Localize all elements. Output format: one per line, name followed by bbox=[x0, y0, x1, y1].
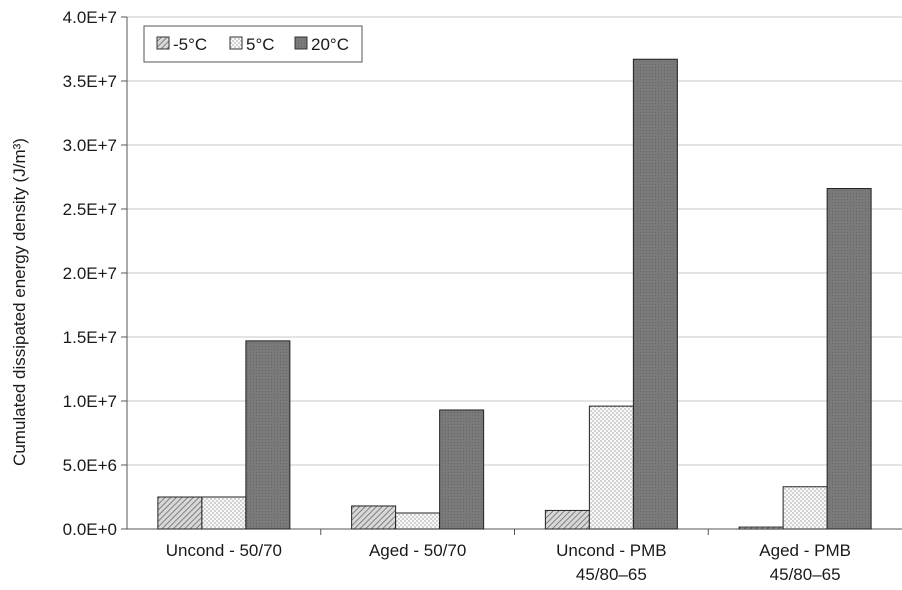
bar bbox=[351, 505, 397, 530]
x-tick-label: Aged - 50/70 bbox=[369, 541, 466, 560]
y-tick-label: 1.0E+7 bbox=[63, 392, 117, 411]
y-tick-label: 3.5E+7 bbox=[63, 72, 117, 91]
y-tick-label: 0.0E+0 bbox=[63, 520, 117, 539]
x-tick-label: Uncond - PMB bbox=[556, 541, 667, 560]
bar bbox=[201, 496, 247, 530]
bar bbox=[782, 486, 828, 530]
bar bbox=[439, 409, 485, 530]
y-tick-label: 1.5E+7 bbox=[63, 328, 117, 347]
y-tick-label: 3.0E+7 bbox=[63, 136, 117, 155]
legend: -5°C 5°C 20°C bbox=[143, 25, 363, 63]
x-tick-label: Uncond - 50/70 bbox=[166, 541, 282, 560]
bars bbox=[157, 58, 872, 530]
y-tick-label: 4.0E+7 bbox=[63, 8, 117, 27]
tick-labels: 0.0E+0 5.0E+6 1.0E+7 1.5E+7 2.0E+7 2.5E+7 3.0E… bbox=[63, 8, 851, 584]
legend-label-minus5c: -5°C bbox=[173, 35, 207, 54]
legend-box bbox=[143, 25, 363, 63]
bar bbox=[632, 58, 678, 530]
axes bbox=[121, 16, 902, 535]
bar bbox=[245, 340, 291, 530]
bar bbox=[738, 526, 784, 530]
bar bbox=[826, 188, 872, 530]
y-axis-title: Cumulated dissipated energy density (J/m… bbox=[10, 138, 29, 466]
bar bbox=[544, 509, 590, 530]
bar bbox=[588, 405, 634, 530]
bar bbox=[157, 496, 203, 530]
x-tick-label: 45/80–65 bbox=[770, 565, 841, 584]
y-tick-label: 2.0E+7 bbox=[63, 264, 117, 283]
gridlines bbox=[127, 16, 902, 466]
y-tick-label: 2.5E+7 bbox=[63, 200, 117, 219]
legend-swatch-minus5c bbox=[156, 36, 170, 50]
x-tick-label: 45/80–65 bbox=[576, 565, 647, 584]
x-tick-label: Aged - PMB bbox=[759, 541, 851, 560]
y-tick-label: 5.0E+6 bbox=[63, 456, 117, 475]
legend-swatch-5c bbox=[229, 36, 243, 50]
legend-label-5c: 5°C bbox=[246, 35, 275, 54]
legend-swatch-20c bbox=[294, 36, 308, 50]
bar bbox=[395, 512, 441, 530]
legend-label-20c: 20°C bbox=[311, 35, 349, 54]
